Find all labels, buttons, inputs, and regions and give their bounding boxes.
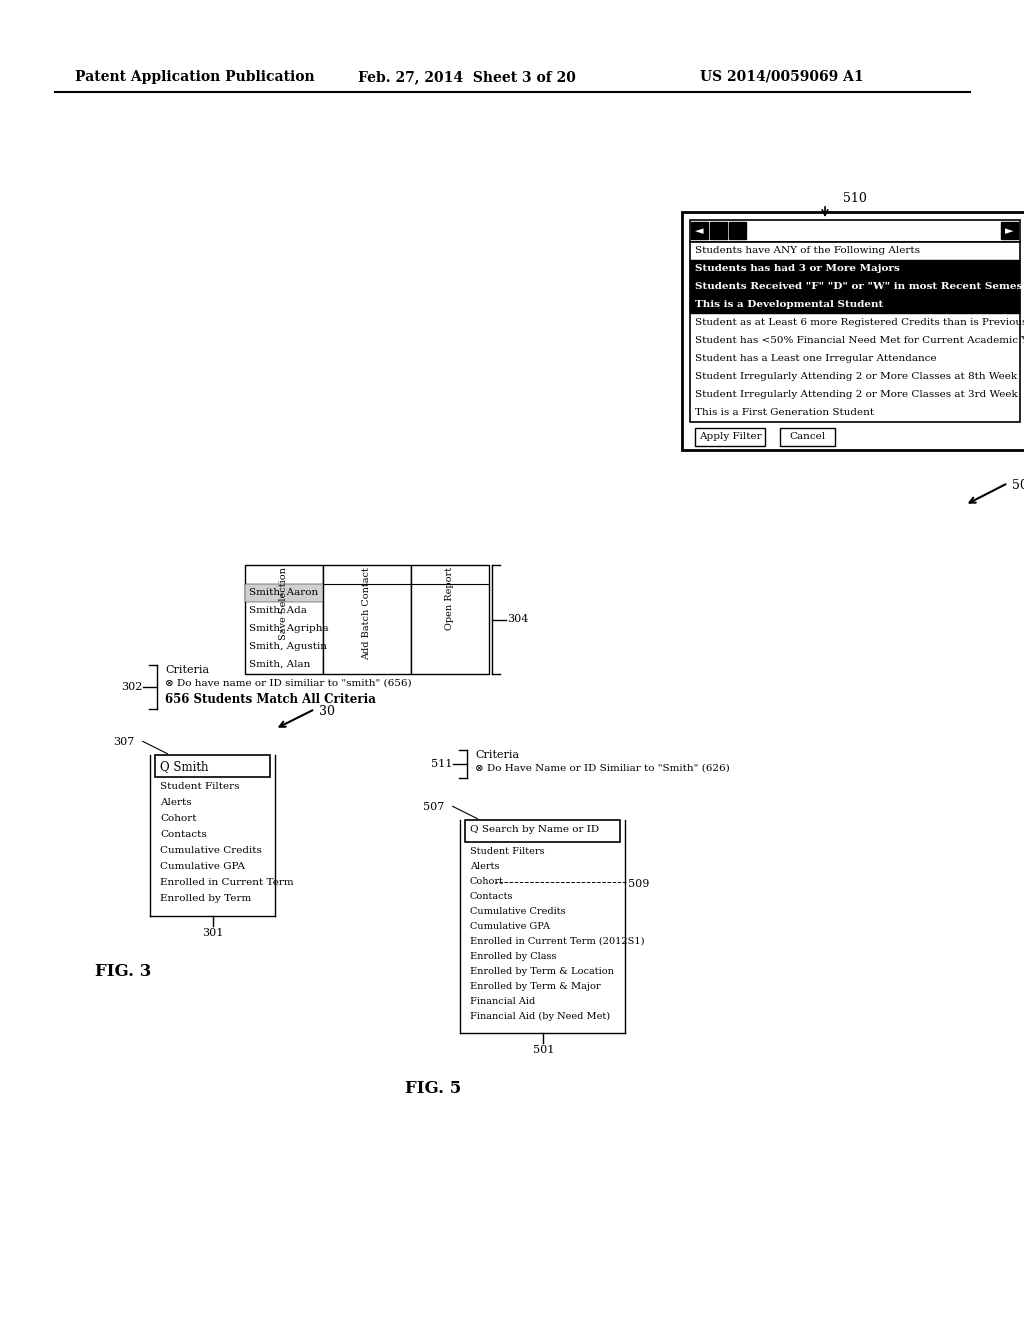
Text: 30: 30 xyxy=(319,705,335,718)
Bar xyxy=(690,296,1020,314)
Text: Enrolled by Term & Major: Enrolled by Term & Major xyxy=(470,982,601,991)
Text: Contacts: Contacts xyxy=(160,830,207,840)
Text: US 2014/0059069 A1: US 2014/0059069 A1 xyxy=(700,70,863,84)
Bar xyxy=(710,222,727,239)
Text: Patent Application Publication: Patent Application Publication xyxy=(75,70,314,84)
Text: This is a Developmental Student: This is a Developmental Student xyxy=(695,300,884,309)
Text: Financial Aid: Financial Aid xyxy=(470,997,536,1006)
Text: Criteria: Criteria xyxy=(475,750,519,760)
Text: ⊗ Do have name or ID similiar to "smith" (656): ⊗ Do have name or ID similiar to "smith"… xyxy=(165,678,412,688)
Text: Financial Aid (by Need Met): Financial Aid (by Need Met) xyxy=(470,1012,610,1022)
Bar xyxy=(690,220,1020,242)
Bar xyxy=(1001,222,1018,239)
Text: Student has a Least one Irregular Attendance: Student has a Least one Irregular Attend… xyxy=(695,354,937,363)
Text: █: █ xyxy=(734,227,740,235)
Text: Q Search by Name or ID: Q Search by Name or ID xyxy=(470,825,599,834)
Text: Smith, Agustin: Smith, Agustin xyxy=(249,642,327,651)
Text: Apply Filter: Apply Filter xyxy=(698,432,761,441)
Text: Enrolled in Current Term: Enrolled in Current Term xyxy=(160,878,294,887)
Bar xyxy=(465,820,620,842)
Text: Q Smith: Q Smith xyxy=(160,760,209,774)
Bar xyxy=(729,222,746,239)
Text: Student Irregularly Attending 2 or More Classes at 8th Week: Student Irregularly Attending 2 or More … xyxy=(695,372,1017,381)
Bar xyxy=(245,565,323,675)
Text: Student Filters: Student Filters xyxy=(160,781,240,791)
Text: Save Selection: Save Selection xyxy=(280,568,289,640)
Text: FIG. 5: FIG. 5 xyxy=(406,1080,461,1097)
Bar xyxy=(690,260,1020,279)
Text: FIG. 3: FIG. 3 xyxy=(95,964,152,979)
Text: 302: 302 xyxy=(121,682,142,692)
Text: Open Report: Open Report xyxy=(445,568,455,630)
Bar xyxy=(155,755,270,777)
Text: Student Filters: Student Filters xyxy=(470,847,545,855)
Text: 50: 50 xyxy=(1012,479,1024,492)
Text: 301: 301 xyxy=(203,928,224,939)
Text: 656 Students Match All Criteria: 656 Students Match All Criteria xyxy=(165,693,376,706)
Text: Student has <50% Financial Need Met for Current Academic Year: Student has <50% Financial Need Met for … xyxy=(695,337,1024,345)
Text: Students have ANY of the Following Alerts: Students have ANY of the Following Alert… xyxy=(695,246,920,255)
Bar xyxy=(245,583,323,602)
Text: 501: 501 xyxy=(532,1045,554,1055)
Text: Cumulative GPA: Cumulative GPA xyxy=(470,921,550,931)
Text: ►: ► xyxy=(1005,226,1014,236)
Text: 511: 511 xyxy=(431,759,452,770)
Bar xyxy=(323,565,411,675)
Text: Cohort: Cohort xyxy=(160,814,197,822)
Text: Add Batch Contact: Add Batch Contact xyxy=(362,568,372,660)
Text: █: █ xyxy=(715,227,721,235)
Text: Enrolled by Term: Enrolled by Term xyxy=(160,894,251,903)
Text: Student as at Least 6 more Registered Credits than is Previous Long Term: Student as at Least 6 more Registered Cr… xyxy=(695,318,1024,327)
Text: 510: 510 xyxy=(843,191,867,205)
Text: Smith, Alan: Smith, Alan xyxy=(249,660,310,669)
Text: Cancel: Cancel xyxy=(788,432,825,441)
Text: This is a First Generation Student: This is a First Generation Student xyxy=(695,408,874,417)
Text: Smith, Agripha: Smith, Agripha xyxy=(249,624,329,634)
Text: ⊗ Do Have Name or ID Similiar to "Smith" (626): ⊗ Do Have Name or ID Similiar to "Smith"… xyxy=(475,764,730,774)
Text: Cumulative GPA: Cumulative GPA xyxy=(160,862,245,871)
Bar xyxy=(690,242,1020,422)
Text: Enrolled by Term & Location: Enrolled by Term & Location xyxy=(470,968,613,975)
Text: ◄: ◄ xyxy=(694,226,703,236)
Text: Smith, Ada: Smith, Ada xyxy=(249,606,307,615)
Bar xyxy=(780,428,835,446)
Text: Feb. 27, 2014  Sheet 3 of 20: Feb. 27, 2014 Sheet 3 of 20 xyxy=(358,70,575,84)
Text: Contacts: Contacts xyxy=(470,892,513,902)
Text: Smith, Aaron: Smith, Aaron xyxy=(249,587,318,597)
Text: Alerts: Alerts xyxy=(470,862,500,871)
Text: Enrolled in Current Term (2012S1): Enrolled in Current Term (2012S1) xyxy=(470,937,644,946)
Bar xyxy=(690,279,1020,296)
Bar xyxy=(695,428,765,446)
Bar xyxy=(682,213,1024,450)
Text: Students has had 3 or More Majors: Students has had 3 or More Majors xyxy=(695,264,900,273)
Text: 509: 509 xyxy=(628,879,649,888)
Text: 304: 304 xyxy=(507,615,528,624)
Text: Criteria: Criteria xyxy=(165,665,209,675)
Text: Cumulative Credits: Cumulative Credits xyxy=(160,846,262,855)
Text: 307: 307 xyxy=(113,737,134,747)
Bar xyxy=(691,222,708,239)
Text: Student Irregularly Attending 2 or More Classes at 3rd Week: Student Irregularly Attending 2 or More … xyxy=(695,389,1018,399)
Text: Cohort: Cohort xyxy=(470,876,504,886)
Text: Enrolled by Class: Enrolled by Class xyxy=(470,952,556,961)
Bar xyxy=(411,565,489,675)
Text: Students Received "F" "D" or "W" in most Recent Semester: Students Received "F" "D" or "W" in most… xyxy=(695,282,1024,290)
Text: Cumulative Credits: Cumulative Credits xyxy=(470,907,565,916)
Text: 507: 507 xyxy=(423,803,444,812)
Text: Alerts: Alerts xyxy=(160,799,191,807)
